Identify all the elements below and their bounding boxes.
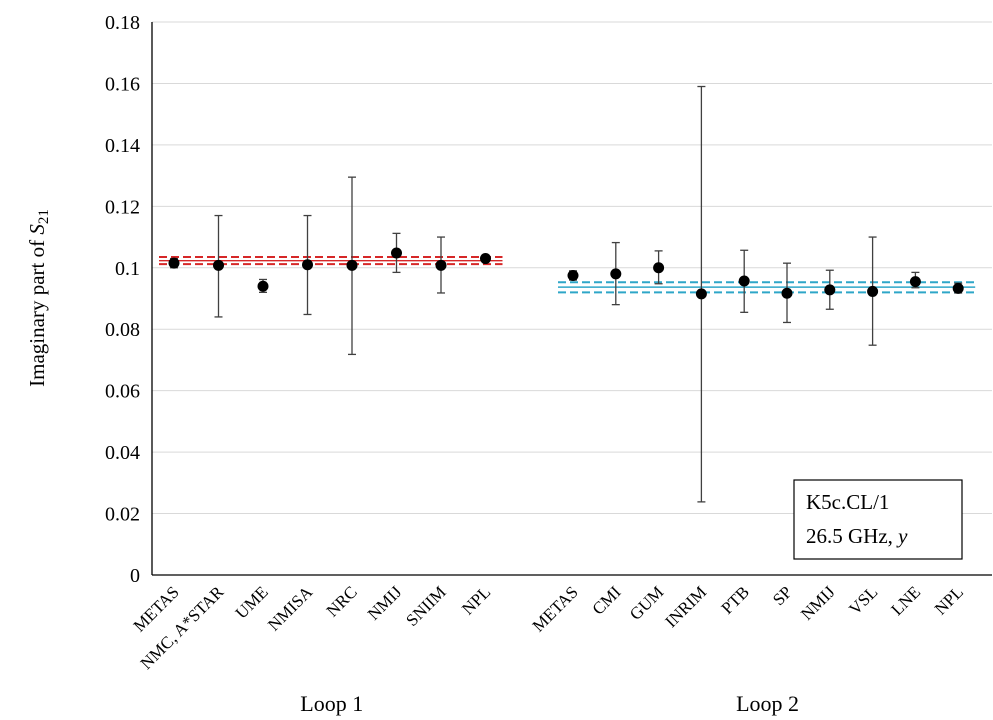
x-tick-label: NMIJ [364, 582, 406, 624]
data-point [302, 259, 313, 271]
data-point [213, 259, 224, 271]
data-points [168, 247, 964, 300]
x-tick-label: NPL [458, 582, 494, 618]
y-axis-label: Imaginary part of S21 [25, 209, 52, 387]
axes [151, 22, 992, 576]
x-tick-label: NPL [931, 582, 967, 618]
legend-line-1: K5c.CL/1 [806, 490, 889, 514]
data-point [738, 275, 750, 287]
data-point [695, 288, 707, 300]
data-point [480, 253, 491, 265]
x-tick-label: VSL [845, 582, 881, 618]
y-tick-label: 0.14 [105, 135, 140, 157]
y-tick-label: 0.06 [105, 381, 140, 403]
legend-frame [793, 479, 963, 560]
x-tick-label: NMIJ [797, 582, 839, 624]
y-tick-label: 0.18 [105, 12, 140, 34]
data-point [952, 282, 964, 294]
data-point [257, 280, 269, 292]
x-tick-label: PTB [718, 582, 753, 617]
y-tick-label: 0.04 [105, 442, 140, 464]
x-tick-label: CMI [588, 582, 624, 618]
legend-box: K5c.CL/1 26.5 GHz, y [793, 479, 963, 560]
data-point [909, 276, 921, 288]
data-point [610, 268, 622, 280]
y-tick-label: 0.1 [115, 258, 140, 280]
data-point [653, 262, 665, 274]
x-tick-label: NRC [323, 582, 361, 620]
y-tick-labels: 0 0.02 0.04 0.06 0.08 0.1 0.12 0.14 0.16 0.18 [105, 12, 140, 587]
x-tick-label: INRIM [661, 582, 710, 631]
y-tick-label: 0 [130, 565, 140, 587]
data-point [824, 284, 836, 296]
data-point [781, 287, 793, 299]
x-tick-label: UME [232, 582, 272, 622]
legend-line-2: 26.5 GHz, y [806, 524, 908, 548]
x-tick-label: SNIIM [402, 582, 449, 629]
group-label: Loop 2 [736, 691, 799, 716]
error-bars [170, 85, 963, 503]
gridlines [152, 21, 992, 515]
y-tick-label: 0.08 [105, 319, 140, 341]
x-tick-label: LNE [887, 582, 924, 619]
y-tick-label: 0.12 [105, 196, 140, 218]
data-point [168, 257, 180, 269]
x-tick-label: METAS [529, 582, 582, 635]
x-tick-label: SP [769, 582, 796, 609]
data-point [435, 259, 447, 271]
group-label: Loop 1 [300, 691, 363, 716]
data-point [567, 269, 579, 281]
data-point [391, 247, 402, 259]
data-point [867, 285, 879, 297]
y-tick-label: 0.16 [105, 73, 140, 95]
data-point [346, 259, 358, 271]
group-labels: Loop 1 Loop 2 [300, 691, 799, 716]
y-tick-label: 0.02 [105, 504, 140, 526]
x-tick-label: NMISA [264, 582, 317, 635]
reference-lines [159, 256, 976, 294]
